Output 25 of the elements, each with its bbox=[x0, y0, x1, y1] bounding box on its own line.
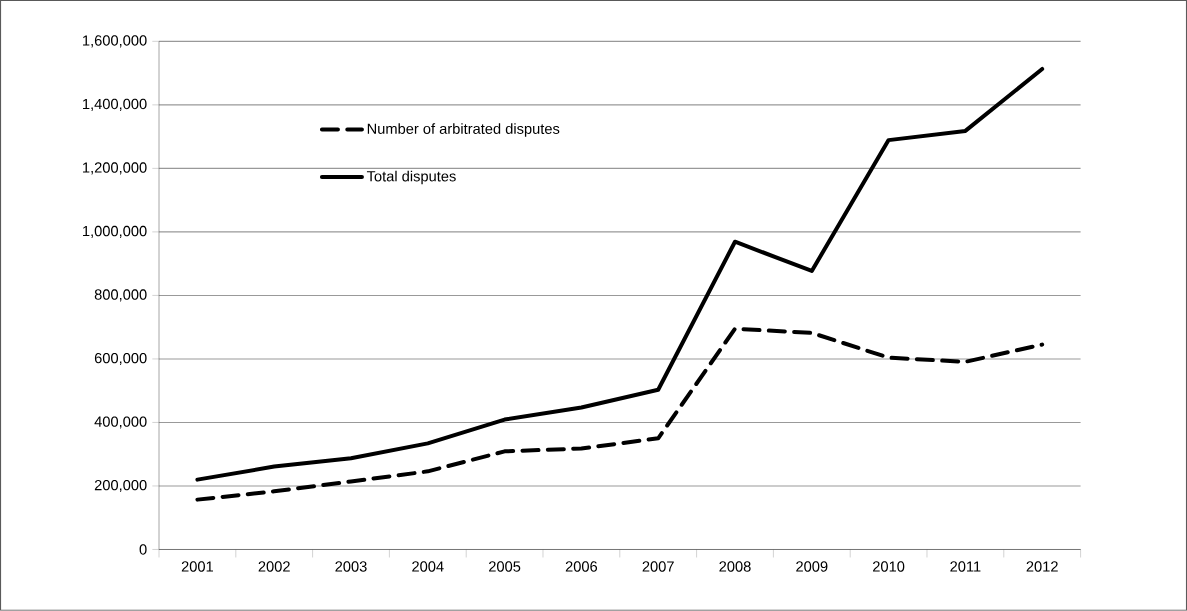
y-tick-label: 200,000 bbox=[94, 480, 147, 493]
x-tick-label: 2008 bbox=[719, 561, 751, 572]
x-tick-label: 2003 bbox=[335, 561, 367, 572]
x-tick-label: 2004 bbox=[412, 561, 444, 572]
x-tick-label: 2011 bbox=[950, 561, 981, 572]
y-tick-label: 1,400,000 bbox=[83, 98, 147, 111]
x-tick-label: 2002 bbox=[258, 561, 290, 572]
line-series bbox=[195, 326, 1045, 502]
y-tick-label: 800,000 bbox=[94, 289, 147, 302]
y-tick-label: 400,000 bbox=[94, 416, 147, 429]
y-tick-label: 1,000,000 bbox=[83, 225, 147, 239]
legend-label: Number of arbitrated disputes bbox=[367, 123, 560, 137]
x-tick-label: 2001 bbox=[181, 561, 213, 572]
x-tick-label: 2005 bbox=[489, 561, 521, 572]
x-tick-label: 2006 bbox=[565, 561, 598, 572]
y-tick-label: 600,000 bbox=[94, 352, 147, 366]
line-series bbox=[195, 67, 1045, 482]
y-tick-label: 0 bbox=[139, 544, 147, 555]
x-tick-label: 2010 bbox=[873, 561, 905, 572]
legend-label: Total disputes bbox=[366, 170, 456, 185]
x-tick-label: 2009 bbox=[796, 561, 828, 572]
y-tick-label: 1,600,000 bbox=[83, 35, 147, 48]
y-tick-label: 1,200,000 bbox=[83, 162, 147, 175]
x-tick-label: 2012 bbox=[1026, 561, 1058, 572]
x-tick-label: 2007 bbox=[642, 561, 674, 572]
